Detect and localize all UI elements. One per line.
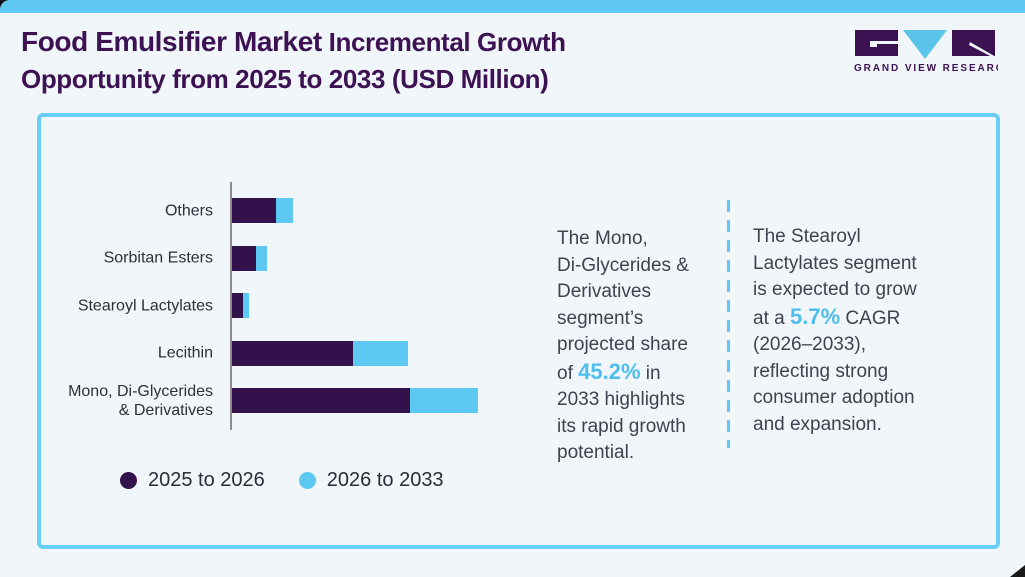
bar-segment [232, 340, 353, 366]
bar-segment [232, 388, 410, 413]
title-line-1: Food Emulsifier Market Incremental Growt… [21, 26, 566, 63]
bar-segment [243, 293, 249, 318]
annotation-text: in 2033 highlights its rapid growth pote… [557, 362, 686, 464]
chart-panel: Others Sorbitan Esters Stearoyl Lactylates… [37, 113, 1000, 549]
annotation-text: CAGR (2026–2033), reflecting strong cons… [753, 307, 915, 435]
bar-row: Lecithin [41, 340, 981, 366]
stacked-bar [232, 388, 478, 413]
category-axis-line [230, 182, 232, 430]
highlighted-stat: 5.7% [789, 303, 841, 329]
legend-label: 2026 to 2033 [326, 469, 444, 491]
bar-segment [232, 198, 276, 223]
logo-wordmark: GRAND VIEW RESEARCH [854, 63, 998, 74]
legend-item-2026-2033: 2026 to 2033 [298, 469, 444, 492]
bar-segment [353, 340, 408, 366]
logo-r-icon [952, 30, 996, 59]
logo-v-icon [903, 30, 947, 59]
highlighted-stat: 45.2% [578, 358, 641, 384]
stacked-bar [232, 340, 408, 366]
bar-row: Others [41, 198, 981, 223]
category-label: Stearoyl Lactylates [77, 297, 213, 314]
stacked-bar [232, 293, 249, 318]
bar-segment [410, 388, 478, 413]
stacked-bar [232, 245, 267, 271]
category-label: Sorbitan Esters [103, 249, 213, 267]
grand-view-research-logo: GRAND VIEW RESEARCH [854, 30, 998, 74]
category-label: Mono, Di-Glycerides & Derivatives [68, 382, 213, 419]
title-market-name: Food Emulsifier Market [21, 26, 322, 57]
legend-item-2025-2026: 2025 to 2026 [120, 469, 265, 492]
legend-dot-light [298, 472, 316, 489]
bar-row: Mono, Di-Glycerides & Derivatives [41, 383, 981, 419]
bar-segment [232, 293, 243, 318]
bar-row: Sorbitan Esters [41, 245, 981, 271]
category-label: Lecithin [157, 344, 213, 362]
dashed-divider [727, 200, 730, 448]
title-line1-rest: Incremental Growth [321, 27, 566, 57]
annotation-text: The Stearoyl Lactylates segment is expec… [753, 226, 917, 329]
chart-legend: 2025 to 2026 2026 to 2033 [120, 469, 444, 492]
bar-segment [232, 245, 256, 271]
bar-row: Stearoyl Lactylates [41, 293, 981, 318]
top-accent-bar [0, 0, 1025, 13]
annotation-text: The Mono, Di-Glycerides & Derivatives se… [557, 228, 689, 384]
legend-label: 2025 to 2026 [148, 469, 265, 491]
category-label: Others [164, 202, 213, 219]
title-line-2: Opportunity from 2025 to 2033 (USD Milli… [21, 64, 549, 94]
annotation-stearoyl-lactylates: The Stearoyl Lactylates segment is expec… [753, 224, 963, 438]
stacked-bar [232, 198, 293, 223]
logo-g-icon [855, 30, 898, 56]
annotation-mono-diglycerides: The Mono, Di-Glycerides & Derivatives se… [557, 226, 727, 467]
page-title: Food Emulsifier Market Incremental Growt… [21, 26, 566, 95]
bar-segment [276, 198, 293, 223]
corner-artifact [1010, 565, 1025, 577]
bar-segment [256, 245, 267, 271]
legend-dot-dark [120, 472, 137, 489]
